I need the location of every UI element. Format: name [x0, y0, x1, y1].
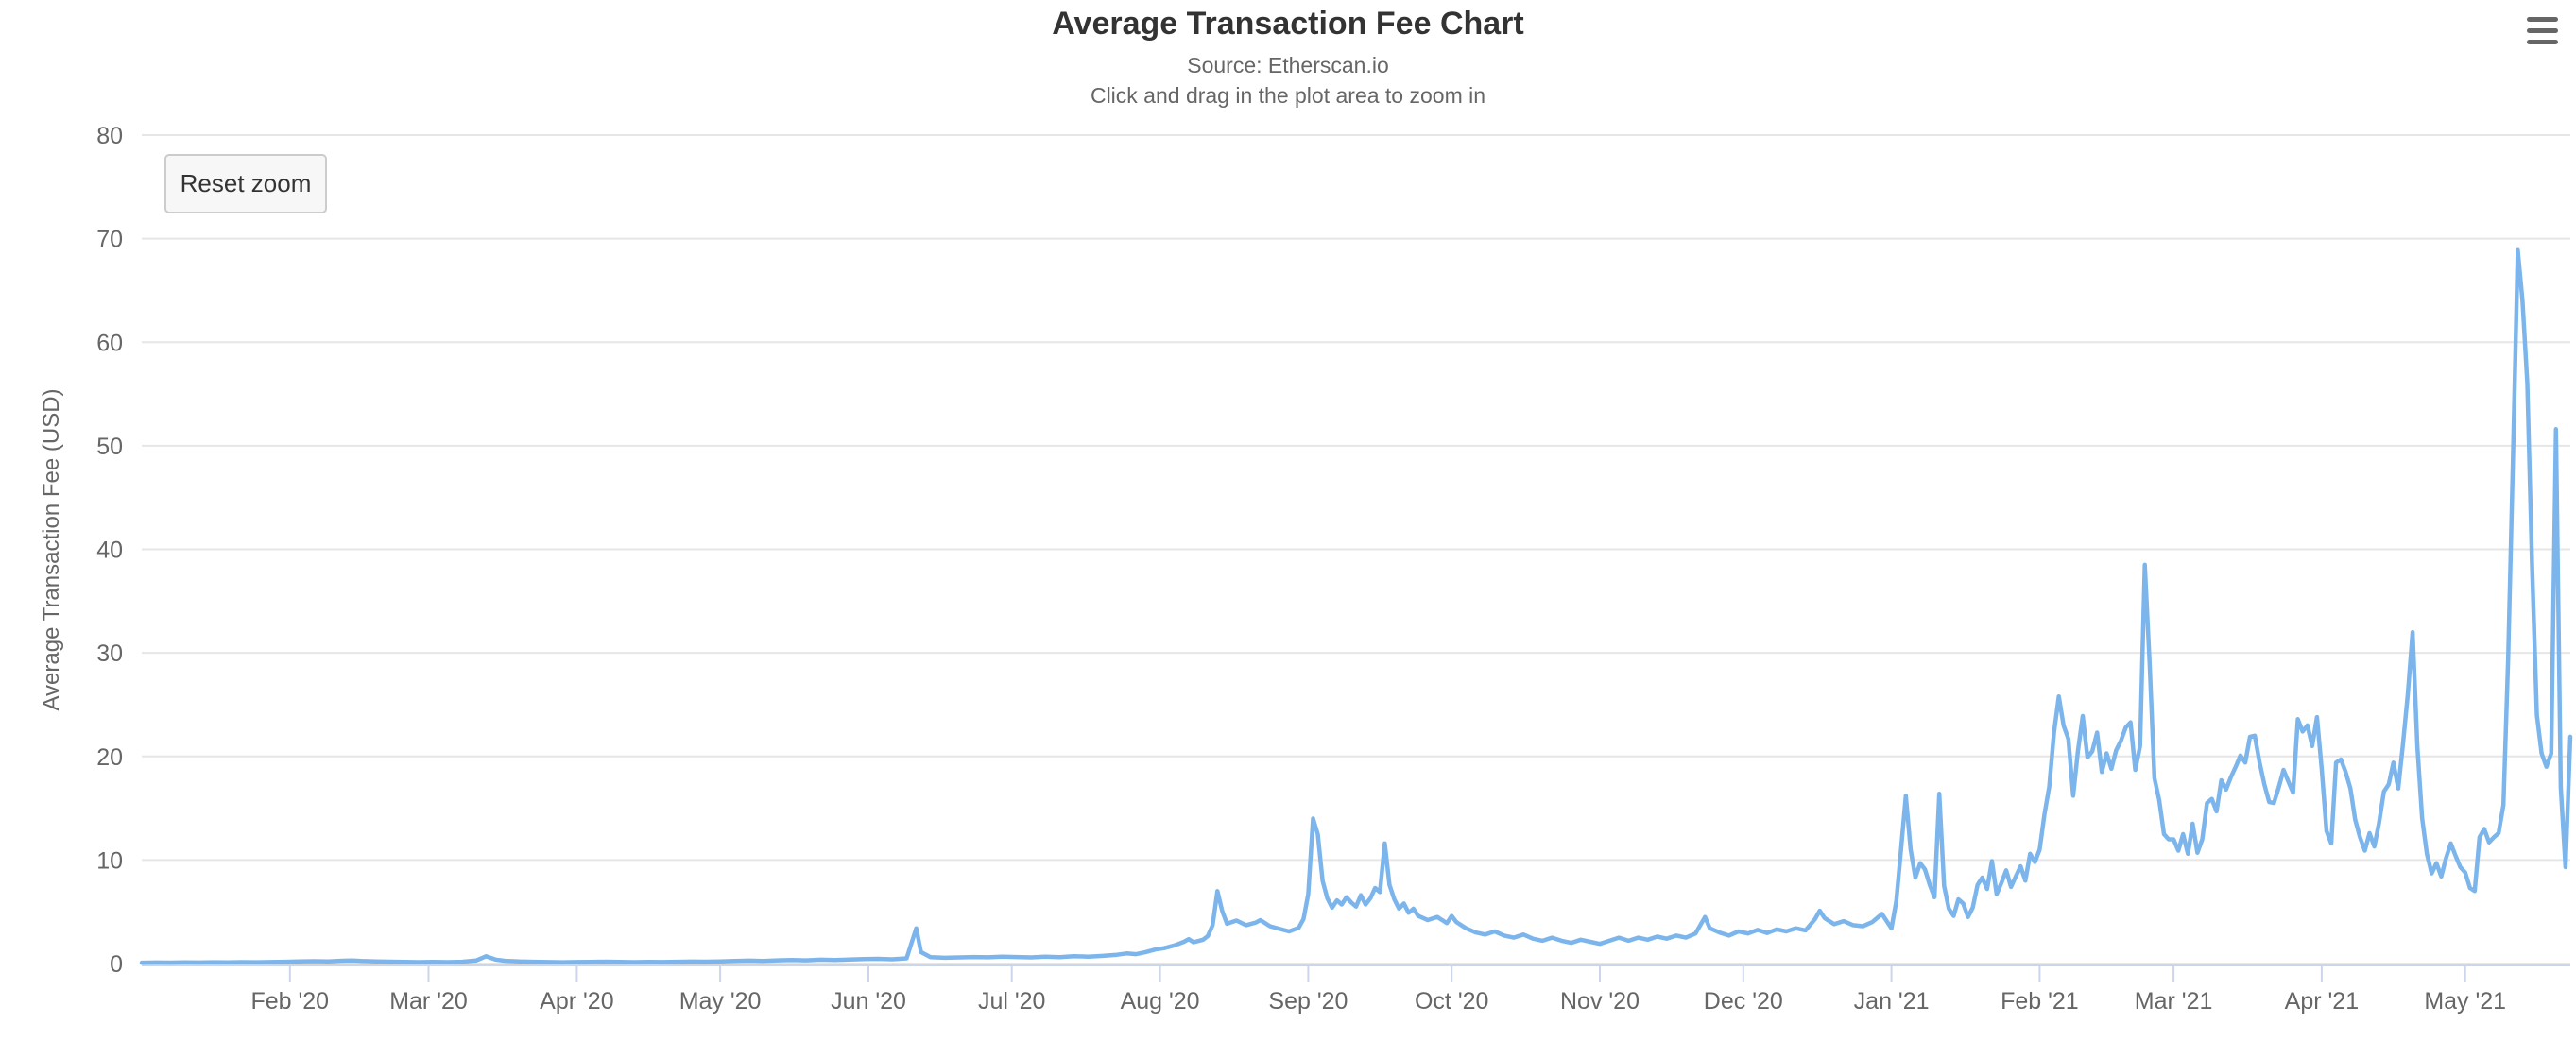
- y-axis-label: 50: [96, 434, 123, 460]
- x-axis-label: Apr '21: [2285, 988, 2359, 1015]
- y-axis-title: Average Transaction Fee (USD): [39, 388, 64, 710]
- x-axis-label: Aug '20: [1121, 988, 1200, 1015]
- y-axis-label: 0: [110, 951, 123, 978]
- series-line[interactable]: [139, 247, 2573, 965]
- y-axis-label: 60: [96, 330, 123, 356]
- x-axis-label: Sep '20: [1268, 988, 1348, 1015]
- x-axis-label: Feb '21: [2001, 988, 2079, 1015]
- x-axis-label: Mar '20: [389, 988, 468, 1015]
- y-axis-label: 70: [96, 227, 123, 253]
- hamburger-icon: [2519, 16, 2565, 44]
- y-axis-label: 20: [96, 744, 123, 771]
- x-axis-label: May '20: [679, 988, 762, 1015]
- y-axis-label: 30: [96, 640, 123, 667]
- x-axis-label: Feb '20: [250, 988, 329, 1015]
- context-menu-button[interactable]: [2519, 8, 2565, 53]
- x-axis-label: May '21: [2424, 988, 2506, 1015]
- x-axis-label: Oct '20: [1415, 988, 1488, 1015]
- x-axis-label: Nov '20: [1560, 988, 1640, 1015]
- x-axis-label: Jan '21: [1854, 988, 1930, 1015]
- x-axis-label: Jul '20: [978, 988, 1045, 1015]
- x-axis-label: Dec '20: [1704, 988, 1783, 1015]
- chart-subtitle-hint: Click and drag in the plot area to zoom …: [1090, 83, 1486, 108]
- y-axis-label: 10: [96, 847, 123, 874]
- x-axis-label: Apr '20: [540, 988, 613, 1015]
- y-axis-label: 40: [96, 538, 123, 564]
- chart-title: Average Transaction Fee Chart: [1052, 6, 1524, 42]
- chart-subtitle-source: Source: Etherscan.io: [1187, 53, 1389, 77]
- reset-zoom-button[interactable]: Reset zoom: [164, 154, 327, 213]
- y-axis-label: 80: [96, 123, 123, 149]
- x-axis-label: Jun '20: [831, 988, 906, 1015]
- x-axis-label: Mar '21: [2135, 988, 2213, 1015]
